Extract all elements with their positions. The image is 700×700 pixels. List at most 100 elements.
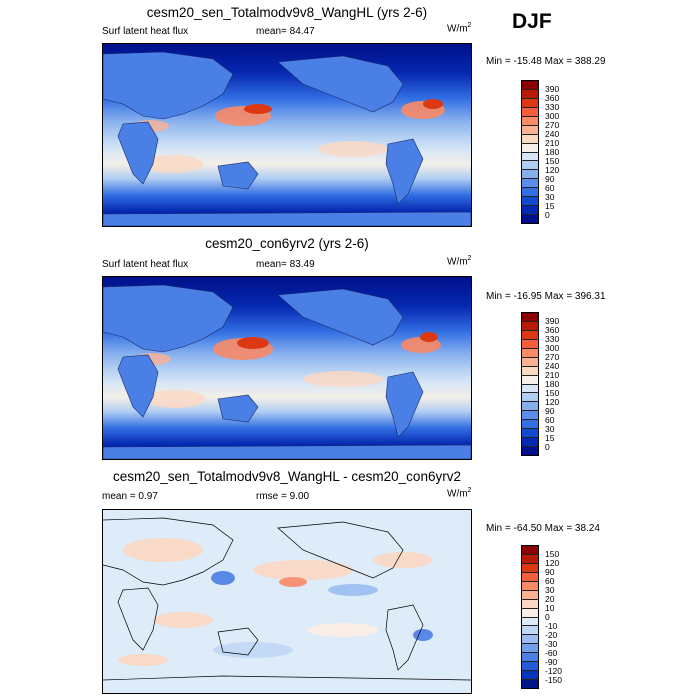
colorbar-tick-label: -10 (545, 621, 558, 631)
colorbar-swatch (522, 411, 538, 421)
colorbar-swatch (522, 546, 538, 555)
colorbar-swatch (522, 348, 538, 358)
colorbar-2 (521, 312, 539, 456)
colorbar-swatch (522, 116, 538, 126)
colorbar-tick-label: 30 (545, 585, 555, 595)
colorbar-tick-label: 390 (545, 316, 560, 326)
colorbar-swatch (522, 125, 538, 135)
colorbar-tick-label: 120 (545, 397, 560, 407)
colorbar-swatch (522, 384, 538, 394)
colorbar-tick-label: 390 (545, 84, 560, 94)
colorbar-tick-label: 90 (545, 406, 555, 416)
colorbar-tick-label: -20 (545, 630, 558, 640)
colorbar-swatch (522, 321, 538, 331)
colorbar-tick-label: 210 (545, 138, 560, 148)
colorbar-3 (521, 545, 539, 689)
colorbar-tick-label: 360 (545, 325, 560, 335)
panel-1-min-max: Min = -15.48 Max = 388.29 (486, 56, 606, 67)
colorbar-tick-label: 60 (545, 183, 555, 193)
colorbar-tick-label: 240 (545, 361, 560, 371)
colorbar-tick-label: -120 (545, 666, 563, 676)
colorbar-tick-label: 30 (545, 424, 555, 434)
panel-3-min-max: Min = -64.50 Max = 38.24 (486, 523, 600, 534)
colorbar-swatch (522, 644, 538, 654)
colorbar-swatch (522, 393, 538, 403)
panel-1-map (102, 43, 472, 227)
colorbar-tick-label: 330 (545, 102, 560, 112)
colorbar-tick-label: 120 (545, 558, 560, 568)
colorbar-swatch (522, 554, 538, 564)
colorbar-tick-label: 300 (545, 111, 560, 121)
panel-2-units: W/m2 (447, 255, 472, 268)
panel-2-map (102, 276, 472, 460)
colorbar-swatch (522, 188, 538, 198)
colorbar-swatch (522, 572, 538, 582)
colorbar-swatch (522, 81, 538, 90)
colorbar-tick-label: -150 (545, 675, 563, 685)
colorbar-swatch (522, 617, 538, 627)
colorbar-swatch (522, 438, 538, 448)
colorbar-swatch (522, 98, 538, 108)
colorbar-swatch (522, 375, 538, 385)
colorbar-swatch (522, 366, 538, 376)
colorbar-tick-label: 0 (545, 210, 550, 220)
colorbar-tick-label: 20 (545, 594, 555, 604)
colorbar-tick-label: 180 (545, 379, 560, 389)
colorbar-tick-label: 240 (545, 129, 560, 139)
colorbar-tick-label: 330 (545, 334, 560, 344)
colorbar-tick-label: 180 (545, 147, 560, 157)
panel-1-units: W/m2 (447, 22, 472, 35)
colorbar-swatch (522, 626, 538, 636)
colorbar-swatch (522, 170, 538, 180)
panel-1-map-graphic (103, 44, 471, 226)
panel-1-title: cesm20_sen_Totalmodv9v8_WangHL (yrs 2-6) (146, 5, 428, 20)
colorbar-tick-label: 0 (545, 442, 550, 452)
colorbar-swatch (522, 680, 538, 688)
colorbar-swatch (522, 107, 538, 117)
panel-3-rmse-label: rmse = 9.00 (256, 491, 310, 502)
colorbar-swatch (522, 420, 538, 430)
colorbar-tick-label: 15 (545, 201, 555, 211)
colorbar-swatch (522, 161, 538, 171)
colorbar-tick-label: 210 (545, 370, 560, 380)
colorbar-swatch (522, 143, 538, 153)
colorbar-1-labels: 390 360 330 300 270 240 210 180 150 120 90 60 30 15 0 (545, 80, 585, 224)
colorbar-swatch (522, 599, 538, 609)
colorbar-tick-label: 300 (545, 343, 560, 353)
colorbar-tick-label: -60 (545, 648, 558, 658)
panel-2-title: cesm20_con6yrv2 (yrs 2-6) (205, 236, 369, 251)
colorbar-tick-label: 150 (545, 549, 560, 559)
colorbar-swatch (522, 429, 538, 439)
colorbar-tick-label: -90 (545, 657, 558, 667)
colorbar-tick-label: -30 (545, 639, 558, 649)
colorbar-swatch (522, 590, 538, 600)
colorbar-swatch (522, 339, 538, 349)
colorbar-swatch (522, 330, 538, 340)
colorbar-swatch (522, 152, 538, 162)
panel-3-map (102, 509, 472, 694)
panel-2-mean-label: mean= 83.49 (256, 259, 315, 270)
colorbar-swatch (522, 608, 538, 618)
colorbar-tick-label: 150 (545, 388, 560, 398)
colorbar-tick-label: 60 (545, 576, 555, 586)
colorbar-tick-label: 0 (545, 612, 550, 622)
panel-2-min-max: Min = -16.95 Max = 396.31 (486, 291, 606, 302)
colorbar-swatch (522, 89, 538, 99)
colorbar-tick-label: 90 (545, 567, 555, 577)
colorbar-swatch (522, 563, 538, 573)
colorbar-tick-label: 120 (545, 165, 560, 175)
panel-3-units: W/m2 (447, 487, 472, 500)
colorbar-tick-label: 360 (545, 93, 560, 103)
colorbar-swatch (522, 206, 538, 216)
panel-2-variable-label: Surf latent heat flux (102, 259, 189, 270)
colorbar-swatch (522, 581, 538, 591)
colorbar-swatch (522, 134, 538, 144)
colorbar-swatch (522, 179, 538, 189)
colorbar-1 (521, 80, 539, 224)
panel-1-variable-label: Surf latent heat flux (102, 26, 189, 37)
colorbar-tick-label: 150 (545, 156, 560, 166)
colorbar-2-labels: 390 360 330 300 270 240 210 180 150 120 90 60 30 15 0 (545, 312, 585, 456)
colorbar-swatch (522, 313, 538, 322)
panel-3-mean-label: mean = 0.97 (102, 491, 158, 502)
panel-3-map-graphic (103, 510, 471, 693)
